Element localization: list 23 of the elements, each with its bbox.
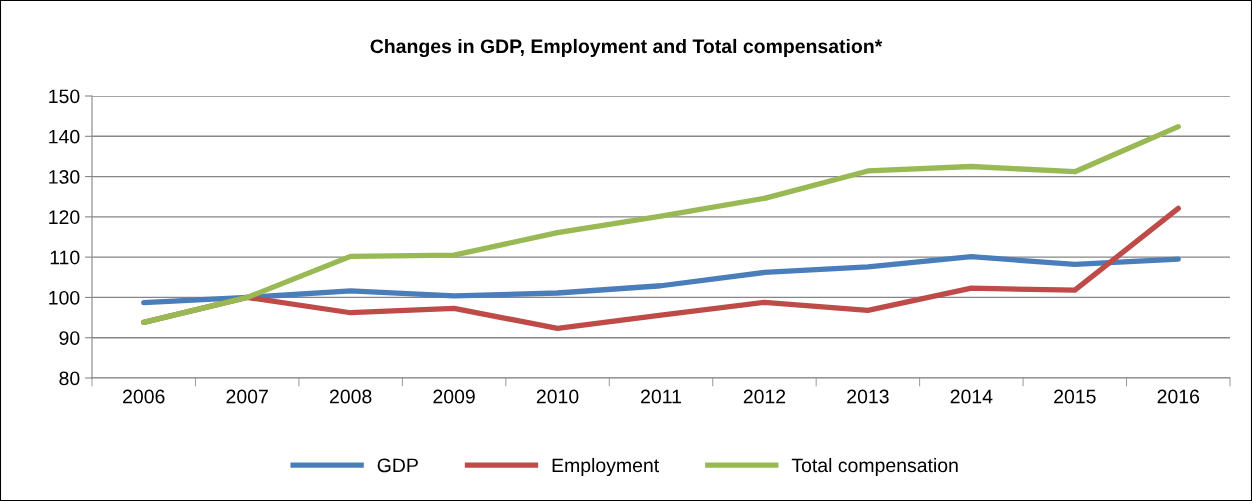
x-tick-label: 2012 [743,389,786,404]
legend-label: Total compensation [791,457,958,477]
y-tick-label: 80 [59,371,80,386]
x-tick-label: 2011 [641,389,681,404]
x-tick-label: 2008 [329,389,372,404]
legend-label: Employment [552,457,660,477]
x-tick-label: 2006 [123,389,165,404]
y-tick-label: 110 [50,250,80,265]
y-tick-label: 140 [49,129,80,144]
x-tick-label: 2013 [847,389,889,404]
y-tick-label: 120 [49,210,80,225]
y-tick-label: 100 [49,290,80,305]
y-tick-label: 90 [59,331,80,345]
y-tick-label: 150 [49,89,80,104]
x-tick-label: 2007 [226,389,268,404]
x-tick-label: 2016 [1157,389,1200,404]
legend-label: GDP [377,458,418,473]
x-tick-label: 2010 [536,389,579,404]
x-tick-label: 2015 [1054,389,1096,404]
x-tick-label: 2009 [433,389,475,404]
x-tick-label: 2014 [950,389,993,404]
y-tick-label: 130 [49,170,80,184]
chart-title: Changes in GDP, Employment and Total compensation* [370,38,883,58]
